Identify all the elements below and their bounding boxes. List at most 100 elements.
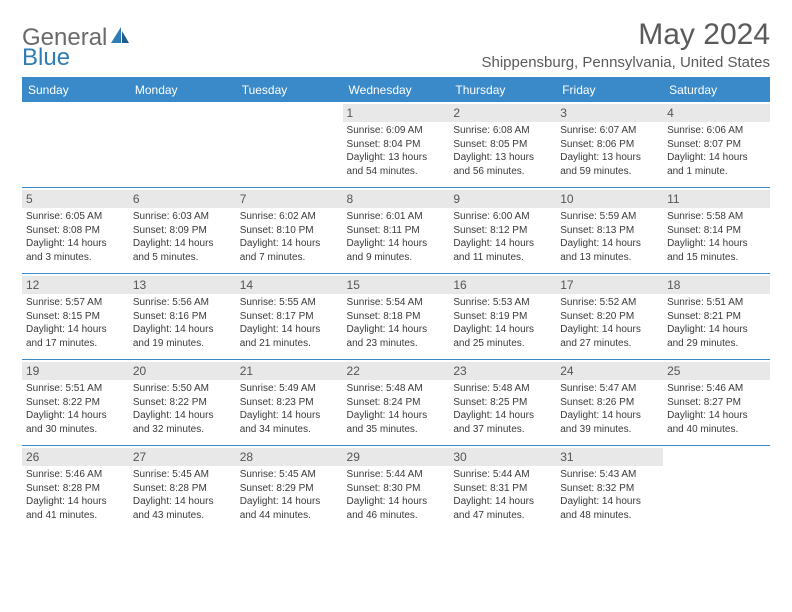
day-number: 28 <box>236 448 343 466</box>
day-details: Sunrise: 5:52 AMSunset: 8:20 PMDaylight:… <box>560 296 659 350</box>
calendar-cell: 24Sunrise: 5:47 AMSunset: 8:26 PMDayligh… <box>556 360 663 446</box>
calendar-cell: 27 Sunrise: 5:45 AMSunset: 8:28 PMDayligh… <box>129 446 236 532</box>
sunset-text: Sunset: 8:22 PM <box>133 396 232 410</box>
calendar-cell <box>236 102 343 188</box>
sunrise-text: Sunrise: 6:08 AM <box>453 124 552 138</box>
day-number: 20 <box>129 362 236 380</box>
day-details: Sunrise: 5:54 AMSunset: 8:18 PMDaylight:… <box>347 296 446 350</box>
daylight-text: Daylight: 14 hours and 7 minutes. <box>240 237 339 264</box>
calendar-cell: 10Sunrise: 5:59 AMSunset: 8:13 PMDayligh… <box>556 188 663 274</box>
calendar-cell: 19Sunrise: 5:51 AMSunset: 8:22 PMDayligh… <box>22 360 129 446</box>
sunrise-text: Sunrise: 5:52 AM <box>560 296 659 310</box>
sunset-text: Sunset: 8:24 PM <box>347 396 446 410</box>
sunset-text: Sunset: 8:30 PM <box>347 482 446 496</box>
daylight-text: Daylight: 14 hours and 23 minutes. <box>347 323 446 350</box>
daylight-text: Daylight: 14 hours and 17 minutes. <box>26 323 125 350</box>
day-details: Sunrise: 5:46 AMSunset: 8:28 PMDaylight:… <box>26 468 125 522</box>
daylight-text: Daylight: 14 hours and 43 minutes. <box>133 495 232 522</box>
sunrise-text: Sunrise: 5:51 AM <box>26 382 125 396</box>
day-details: Sunrise: 5:49 AMSunset: 8:23 PMDaylight:… <box>240 382 339 436</box>
sunrise-text: Sunrise: 5:53 AM <box>453 296 552 310</box>
day-number <box>663 448 770 452</box>
calendar-cell: 23Sunrise: 5:48 AMSunset: 8:25 PMDayligh… <box>449 360 556 446</box>
sail-icon <box>109 24 131 52</box>
sunrise-text: Sunrise: 6:02 AM <box>240 210 339 224</box>
day-number: 6 <box>129 190 236 208</box>
day-number: 25 <box>663 362 770 380</box>
day-details: Sunrise: 6:01 AMSunset: 8:11 PMDaylight:… <box>347 210 446 264</box>
day-header: Saturday <box>663 78 770 102</box>
calendar-week-row: 12Sunrise: 5:57 AMSunset: 8:15 PMDayligh… <box>22 274 770 360</box>
sunset-text: Sunset: 8:06 PM <box>560 138 659 152</box>
calendar-week-row: 5Sunrise: 6:05 AMSunset: 8:08 PMDaylight… <box>22 188 770 274</box>
sunset-text: Sunset: 8:31 PM <box>453 482 552 496</box>
day-number: 31 <box>556 448 663 466</box>
sunrise-text: Sunrise: 5:46 AM <box>26 468 125 482</box>
day-details: Sunrise: 6:08 AMSunset: 8:05 PMDaylight:… <box>453 124 552 178</box>
sunrise-text: Sunrise: 5:44 AM <box>453 468 552 482</box>
day-details: Sunrise: 6:06 AMSunset: 8:07 PMDaylight:… <box>667 124 766 178</box>
sunrise-text: Sunrise: 6:01 AM <box>347 210 446 224</box>
sunrise-text: Sunrise: 6:06 AM <box>667 124 766 138</box>
calendar-cell: 26Sunrise: 5:46 AMSunset: 8:28 PMDayligh… <box>22 446 129 532</box>
day-details: Sunrise: 5:44 AMSunset: 8:30 PMDaylight:… <box>347 468 446 522</box>
day-number: 18 <box>663 276 770 294</box>
day-number: 13 <box>129 276 236 294</box>
sunset-text: Sunset: 8:17 PM <box>240 310 339 324</box>
daylight-text: Daylight: 14 hours and 25 minutes. <box>453 323 552 350</box>
calendar-cell <box>129 102 236 188</box>
day-number: 21 <box>236 362 343 380</box>
sunset-text: Sunset: 8:19 PM <box>453 310 552 324</box>
sunrise-text: Sunrise: 5:48 AM <box>453 382 552 396</box>
daylight-text: Daylight: 14 hours and 30 minutes. <box>26 409 125 436</box>
title-block: May 2024 Shippensburg, Pennsylvania, Uni… <box>481 18 770 71</box>
sunrise-text: Sunrise: 5:48 AM <box>347 382 446 396</box>
daylight-text: Daylight: 14 hours and 27 minutes. <box>560 323 659 350</box>
sunrise-text: Sunrise: 5:56 AM <box>133 296 232 310</box>
calendar-table: Sunday Monday Tuesday Wednesday Thursday… <box>22 77 770 532</box>
day-number: 9 <box>449 190 556 208</box>
day-details: Sunrise: 5:57 AMSunset: 8:15 PMDaylight:… <box>26 296 125 350</box>
day-number: 8 <box>343 190 450 208</box>
day-number: 29 <box>343 448 450 466</box>
calendar-cell: 2 Sunrise: 6:08 AMSunset: 8:05 PMDaylight… <box>449 102 556 188</box>
calendar-cell: 1Sunrise: 6:09 AMSunset: 8:04 PMDaylight… <box>343 102 450 188</box>
calendar-cell <box>22 102 129 188</box>
calendar-cell: 30 Sunrise: 5:44 AMSunset: 8:31 PMDayligh… <box>449 446 556 532</box>
location-text: Shippensburg, Pennsylvania, United State… <box>481 54 770 71</box>
day-details: Sunrise: 6:05 AMSunset: 8:08 PMDaylight:… <box>26 210 125 264</box>
day-details: Sunrise: 5:46 AMSunset: 8:27 PMDaylight:… <box>667 382 766 436</box>
calendar-cell: 15 Sunrise: 5:54 AMSunset: 8:18 PMDayligh… <box>343 274 450 360</box>
calendar-cell: 9Sunrise: 6:00 AMSunset: 8:12 PMDaylight… <box>449 188 556 274</box>
sunrise-text: Sunrise: 5:51 AM <box>667 296 766 310</box>
sunset-text: Sunset: 8:29 PM <box>240 482 339 496</box>
sunset-text: Sunset: 8:32 PM <box>560 482 659 496</box>
calendar-cell: 18Sunrise: 5:51 AMSunset: 8:21 PMDayligh… <box>663 274 770 360</box>
daylight-text: Daylight: 14 hours and 5 minutes. <box>133 237 232 264</box>
day-details: Sunrise: 5:45 AMSunset: 8:28 PMDaylight:… <box>133 468 232 522</box>
day-number: 4 <box>663 104 770 122</box>
day-details: Sunrise: 5:44 AMSunset: 8:31 PMDaylight:… <box>453 468 552 522</box>
calendar-cell: 20Sunrise: 5:50 AMSunset: 8:22 PMDayligh… <box>129 360 236 446</box>
day-details: Sunrise: 5:58 AMSunset: 8:14 PMDaylight:… <box>667 210 766 264</box>
sunrise-text: Sunrise: 6:05 AM <box>26 210 125 224</box>
daylight-text: Daylight: 14 hours and 13 minutes. <box>560 237 659 264</box>
day-number: 2 <box>449 104 556 122</box>
day-number: 27 <box>129 448 236 466</box>
sunset-text: Sunset: 8:26 PM <box>560 396 659 410</box>
day-number: 15 <box>343 276 450 294</box>
sunset-text: Sunset: 8:15 PM <box>26 310 125 324</box>
day-details: Sunrise: 6:02 AMSunset: 8:10 PMDaylight:… <box>240 210 339 264</box>
sunrise-text: Sunrise: 5:45 AM <box>133 468 232 482</box>
sunset-text: Sunset: 8:28 PM <box>26 482 125 496</box>
daylight-text: Daylight: 14 hours and 3 minutes. <box>26 237 125 264</box>
day-details: Sunrise: 5:47 AMSunset: 8:26 PMDaylight:… <box>560 382 659 436</box>
day-number <box>22 104 129 108</box>
day-details: Sunrise: 5:59 AMSunset: 8:13 PMDaylight:… <box>560 210 659 264</box>
day-number: 30 <box>449 448 556 466</box>
sunrise-text: Sunrise: 5:54 AM <box>347 296 446 310</box>
day-number: 1 <box>343 104 450 122</box>
sunset-text: Sunset: 8:07 PM <box>667 138 766 152</box>
day-details: Sunrise: 6:07 AMSunset: 8:06 PMDaylight:… <box>560 124 659 178</box>
day-header-row: Sunday Monday Tuesday Wednesday Thursday… <box>22 78 770 102</box>
